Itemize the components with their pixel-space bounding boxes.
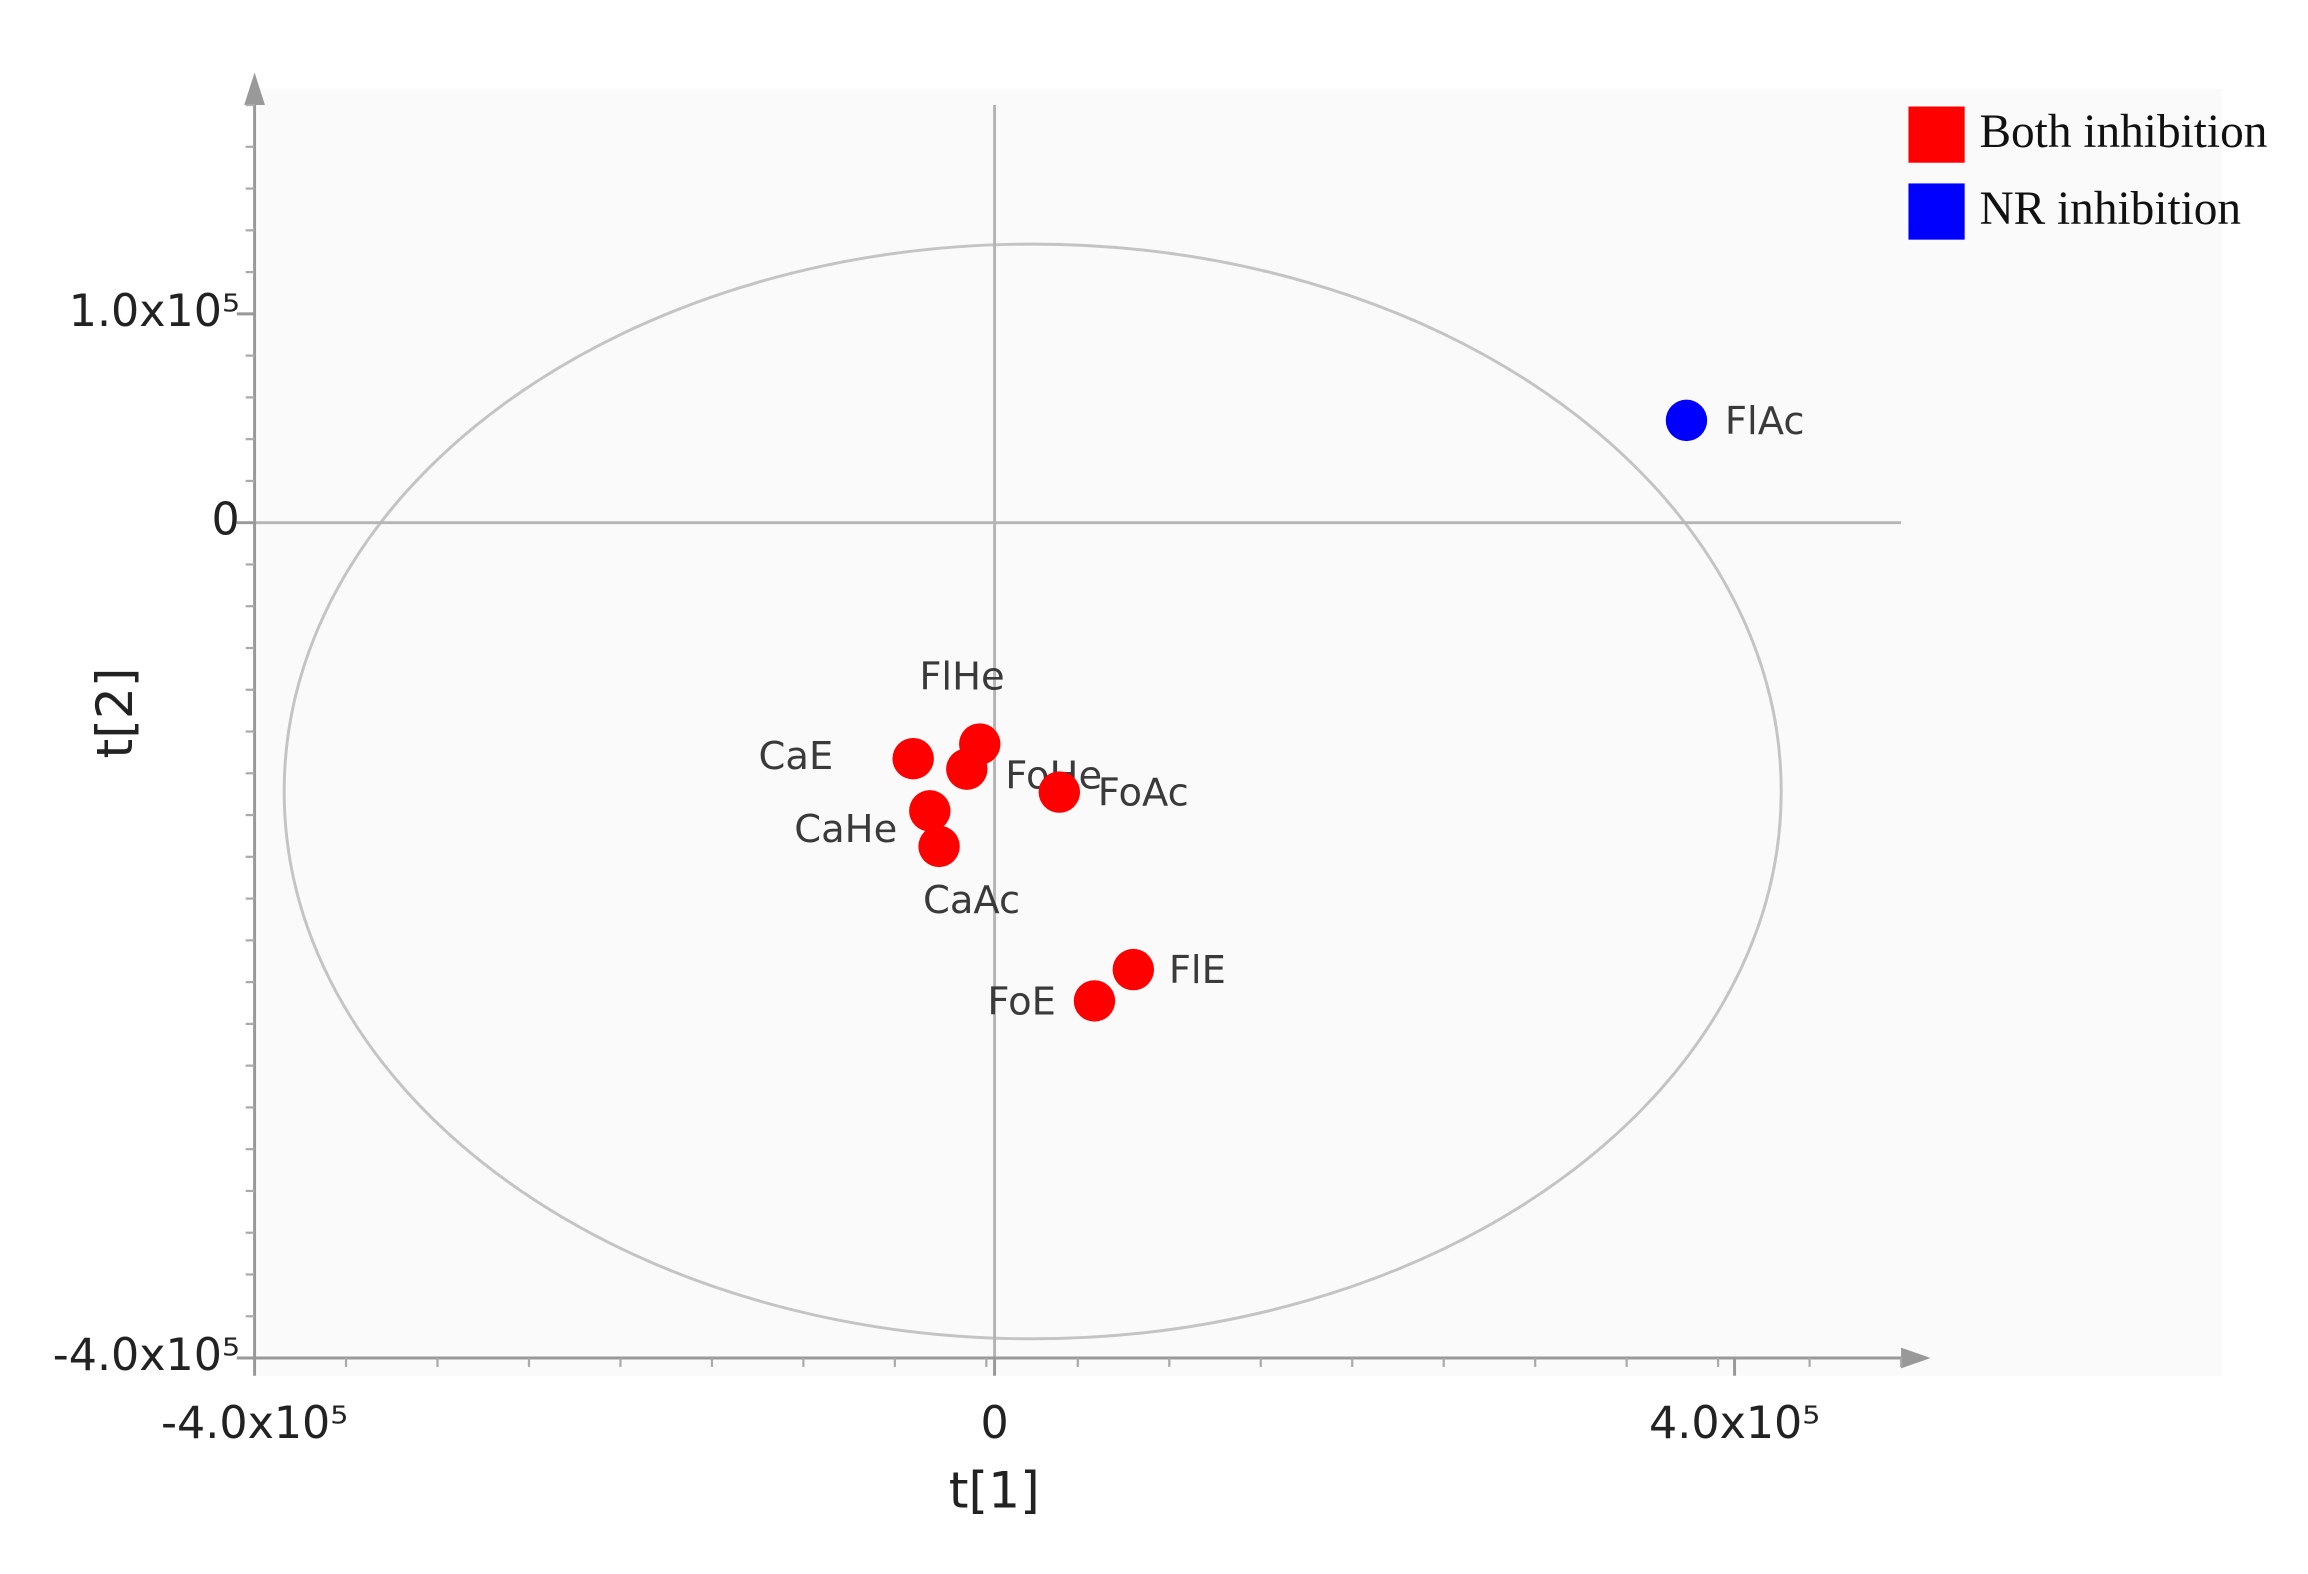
y-arrow — [244, 72, 265, 106]
confidence-ellipse — [282, 242, 1783, 1341]
point — [1665, 399, 1708, 442]
point-label: FlE — [1169, 948, 1226, 993]
point-label: FoAc — [1098, 771, 1189, 816]
x-tick-label: 4.0x10⁵ — [1649, 1398, 1820, 1449]
legend-label: Both inhibition — [1979, 106, 2267, 158]
plot-background — [254, 88, 2223, 1376]
x-arrow — [1901, 1347, 1931, 1369]
legend-swatch — [1908, 183, 1965, 240]
point — [1038, 771, 1081, 813]
y-tick-label: 1.0x10⁵ — [69, 286, 240, 337]
y-axis-label: t[2] — [85, 668, 144, 759]
x-tick-label: 0 — [980, 1398, 1008, 1449]
point-label: FlHe — [919, 654, 1004, 699]
point — [892, 737, 934, 780]
point — [1073, 980, 1116, 1022]
point — [1112, 948, 1155, 991]
x-tick-label: -4.0x10⁵ — [161, 1398, 348, 1449]
y-tick-label: -4.0x10⁵ — [53, 1330, 240, 1381]
point-label: FlAc — [1725, 399, 1805, 444]
point-label: FoE — [987, 979, 1056, 1024]
point-label: CaAc — [923, 878, 1020, 923]
point-label: CaE — [759, 734, 834, 779]
point — [909, 790, 951, 832]
legend: Both inhibition NR inhibition — [1908, 106, 2267, 240]
y-tick-label: 0 — [212, 495, 240, 546]
point — [946, 748, 988, 790]
point — [918, 825, 960, 868]
point-label: CaHe — [794, 807, 897, 852]
legend-label: NR inhibition — [1979, 183, 2241, 235]
legend-swatch — [1908, 106, 1965, 163]
x-axis-label: t[1] — [949, 1461, 1040, 1520]
